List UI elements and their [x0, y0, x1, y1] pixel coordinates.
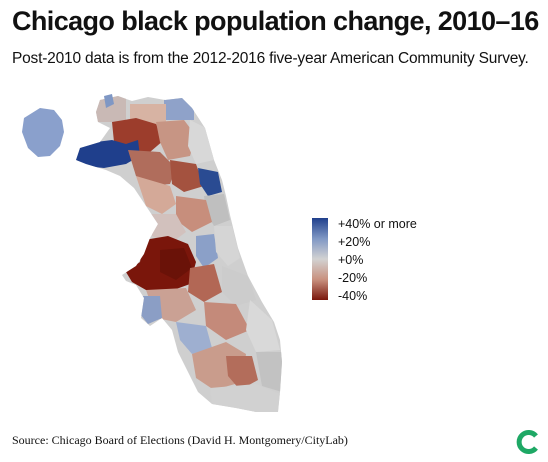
legend-color-bar [312, 218, 328, 300]
district-south-blue [196, 234, 218, 268]
chart-title: Chicago black population change, 2010–16 [12, 6, 539, 36]
district-far-south-blue [176, 322, 212, 354]
legend: +40% or more +20% +0% -20% -40% [312, 217, 422, 304]
district-south-mid-red [188, 264, 222, 302]
district-south-blue-2 [140, 296, 162, 324]
district-north-light-red [156, 120, 196, 160]
district-lakefront-blue [198, 168, 222, 196]
citylab-logo-icon [516, 430, 538, 454]
district-near-west [176, 196, 212, 232]
district-north-central-decline [112, 118, 164, 152]
district-far-south-grey [210, 384, 280, 412]
legend-label-minus20: -20% [338, 271, 368, 285]
district-southeast-grey [246, 300, 280, 352]
district-edison-park [104, 94, 114, 108]
district-northwest-blue [76, 140, 140, 168]
legend-label-minus40: -40% [338, 289, 368, 303]
ohare-area [22, 108, 64, 157]
district-south-chicago [204, 302, 250, 340]
district-mid-north-2 [170, 160, 204, 192]
legend-label-zero: +0% [338, 253, 364, 267]
district-west-grey [150, 214, 186, 244]
district-south-lake [214, 226, 240, 266]
legend-label-plus40: +40% or more [338, 217, 417, 231]
source-note: Source: Chicago Board of Elections (Davi… [12, 433, 348, 447]
chart-subtitle: Post-2010 data is from the 2012-2016 fiv… [12, 50, 529, 67]
district-southwest-dark [160, 248, 192, 280]
district-north-blue [164, 98, 194, 120]
district-pullman [256, 352, 282, 392]
district-far-south-red [226, 356, 258, 390]
legend-label-plus20: +20% [338, 235, 371, 249]
district-mid-north [128, 150, 176, 186]
district-south-grey [222, 266, 256, 306]
district-west-tan [136, 176, 176, 214]
